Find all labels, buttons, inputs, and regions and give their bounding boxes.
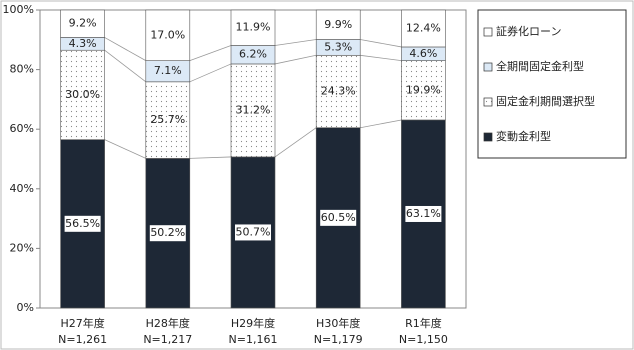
- sample-size: N=1,150: [399, 333, 448, 346]
- connector: [274, 39, 317, 46]
- legend-swatch: [483, 97, 493, 107]
- bar-segment: [230, 63, 276, 158]
- data-label: 25.7%: [150, 113, 185, 126]
- data-label: 4.6%: [409, 47, 437, 60]
- data-label: 9.2%: [69, 17, 97, 30]
- legend-swatch: [483, 27, 493, 37]
- y-tick-label: 40%: [10, 182, 34, 195]
- legend-box: [477, 9, 627, 159]
- data-label: 12.4%: [406, 21, 441, 34]
- data-label: 17.0%: [150, 28, 185, 41]
- connector: [189, 63, 232, 83]
- y-tick-label: 0%: [17, 301, 34, 314]
- connector: [189, 45, 232, 62]
- y-tick-label: 60%: [10, 122, 34, 135]
- bar-segment: [230, 9, 276, 46]
- legend-label: 固定金利期間選択型: [496, 94, 595, 108]
- data-label: 60.5%: [321, 211, 356, 224]
- sample-size: N=1,217: [143, 333, 192, 346]
- label-box: [149, 225, 186, 242]
- legend-swatch: [483, 62, 493, 72]
- label-box: [235, 224, 271, 241]
- bar-segment: [315, 54, 361, 129]
- x-tick-label: H27年度: [60, 316, 104, 330]
- connector: [104, 139, 146, 159]
- data-label: 6.2%: [239, 48, 267, 61]
- data-label: 50.2%: [150, 226, 185, 239]
- connector: [189, 156, 232, 159]
- y-tick-label: 100%: [3, 3, 34, 16]
- legend-label: 証券化ローン: [496, 24, 561, 38]
- data-label: 11.9%: [236, 21, 271, 34]
- sample-size: N=1,179: [314, 333, 363, 346]
- bar-segment: [60, 49, 105, 140]
- sample-size: N=1,161: [229, 333, 278, 346]
- connector: [274, 54, 317, 65]
- connector: [104, 37, 146, 62]
- data-label: 5.3%: [324, 40, 352, 53]
- legend-swatch: [483, 132, 493, 142]
- label-box: [405, 205, 442, 222]
- data-label: 4.3%: [69, 37, 97, 50]
- data-label: 63.1%: [406, 207, 441, 220]
- connector: [274, 127, 317, 158]
- bar-segment: [60, 9, 105, 38]
- data-label: 31.2%: [236, 103, 271, 116]
- connector: [360, 119, 402, 129]
- connector: [360, 39, 402, 48]
- label-box: [64, 215, 101, 232]
- label-box: [320, 209, 357, 226]
- y-tick-label: 20%: [10, 241, 34, 254]
- x-tick-label: H28年度: [146, 316, 190, 330]
- sample-size: N=1,261: [58, 333, 107, 346]
- bar-segment: [401, 60, 446, 121]
- bar-segment: [315, 9, 361, 40]
- data-label: 30.0%: [65, 88, 100, 101]
- data-label: 24.3%: [321, 85, 356, 98]
- x-tick-label: R1年度: [405, 316, 442, 330]
- y-tick-label: 80%: [10, 63, 34, 76]
- data-label: 56.5%: [65, 217, 100, 230]
- legend-label: 変動金利型: [496, 129, 551, 143]
- data-label: 7.1%: [154, 64, 182, 77]
- bar-segment: [145, 81, 191, 159]
- data-label: 9.9%: [324, 18, 352, 31]
- data-label: 19.9%: [406, 83, 441, 96]
- legend-label: 全期間固定金利型: [496, 59, 584, 73]
- x-tick-label: H29年度: [231, 316, 275, 330]
- connector: [104, 49, 147, 83]
- bar-segment: [145, 9, 191, 61]
- bar-segment: [401, 9, 446, 48]
- x-tick-label: H30年度: [316, 316, 360, 330]
- data-label: 50.7%: [236, 225, 271, 238]
- connector: [360, 54, 402, 62]
